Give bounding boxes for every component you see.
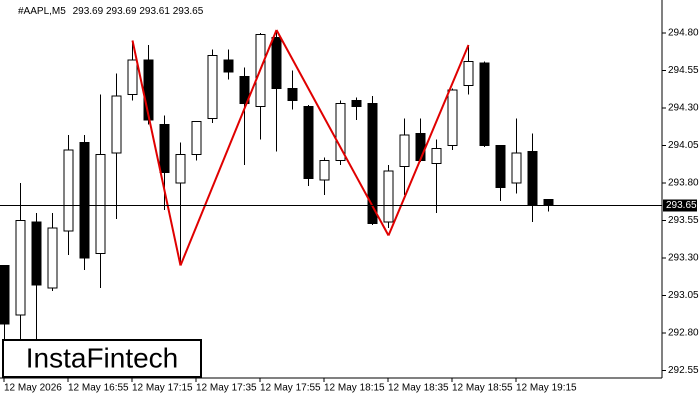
- header-close: 293.65: [173, 6, 204, 17]
- pattern-line: [275, 29, 390, 236]
- candle-body: [239, 76, 250, 104]
- candle-body: [287, 88, 298, 101]
- pattern-line: [387, 44, 470, 236]
- candle-body: [63, 149, 74, 232]
- y-tick-label: 294.30: [668, 103, 699, 114]
- watermark-box: [2, 339, 202, 378]
- candle-body: [319, 160, 330, 181]
- x-tick-label: 12 May 16:55: [68, 383, 129, 394]
- candle-body: [463, 61, 474, 86]
- pattern-line: [179, 29, 278, 266]
- candle-body: [31, 221, 42, 286]
- last-price-label: 293.65: [666, 200, 697, 211]
- y-tick-label: 292.80: [668, 328, 699, 339]
- x-tick-label: 12 May 19:15: [516, 383, 577, 394]
- y-tick-label: 292.55: [668, 365, 699, 376]
- candle-body: [303, 106, 314, 179]
- header-low: 293.61: [139, 6, 170, 17]
- candle-body: [399, 134, 410, 167]
- x-tick-label: 12 May 18:35: [388, 383, 449, 394]
- candle-body: [511, 152, 522, 184]
- watermark: InstaFintech: [26, 342, 179, 373]
- y-tick-label: 293.55: [668, 215, 699, 226]
- candle-body: [415, 133, 426, 161]
- candle-body: [447, 89, 458, 146]
- candle-body: [527, 151, 538, 206]
- candle-body: [223, 59, 234, 73]
- x-tick-label: 12 May 17:15: [132, 383, 193, 394]
- header-open: 293.69: [73, 6, 104, 17]
- candle-body: [351, 100, 362, 107]
- y-tick-label: 293.05: [668, 290, 699, 301]
- candle-body: [127, 59, 138, 95]
- y-tick-label: 294.55: [668, 65, 699, 76]
- candle-body: [0, 265, 10, 325]
- candle-body: [207, 55, 218, 119]
- x-tick-label: 12 May 18:15: [324, 383, 385, 394]
- y-tick-label: 294.80: [668, 28, 699, 39]
- candle-body: [159, 124, 170, 173]
- candle-body: [191, 121, 202, 155]
- candle-body: [111, 95, 122, 154]
- candle-body: [495, 145, 506, 188]
- candle-body: [47, 227, 58, 289]
- last-price-box: [663, 199, 697, 212]
- x-tick-label: 12 May 17:55: [260, 383, 321, 394]
- x-tick-label: 12 May 18:55: [452, 383, 513, 394]
- y-tick-label: 293.30: [668, 253, 699, 264]
- candle-body: [271, 37, 282, 89]
- candle-body: [383, 170, 394, 223]
- y-tick-label: 293.80: [668, 178, 699, 189]
- candle-body: [431, 148, 442, 164]
- symbol: #AAPL,M5: [18, 6, 66, 17]
- y-tick-label: 294.05: [668, 140, 699, 151]
- candle-body: [335, 103, 346, 161]
- header: #AAPL,M5 293.69 293.69 293.61 293.65: [18, 6, 204, 17]
- candle-body: [367, 103, 378, 224]
- header-high: 293.69: [106, 6, 137, 17]
- pattern-line: [131, 40, 182, 266]
- candle-body: [175, 154, 186, 184]
- candle-body: [15, 220, 26, 316]
- candle-body: [79, 142, 90, 259]
- x-tick-label: 12 May 17:35: [196, 383, 257, 394]
- candle-body: [543, 199, 554, 206]
- candle-body: [95, 154, 106, 254]
- x-tick-label: 12 May 2026: [4, 383, 62, 394]
- candle-body: [479, 62, 490, 146]
